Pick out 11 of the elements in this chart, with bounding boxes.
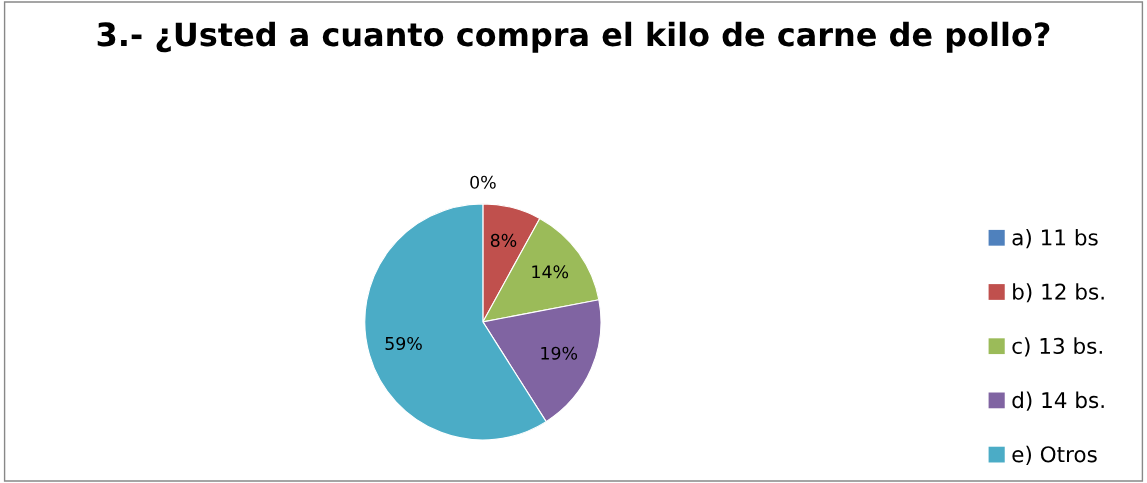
data-label: 19% — [541, 346, 578, 360]
data-label: 59% — [385, 336, 422, 351]
data-label: 14% — [532, 265, 569, 279]
legend-label: c) 13 bs. — [1012, 337, 1102, 357]
data-label: 8% — [490, 233, 517, 247]
legend-label: a) 11 bs — [1012, 228, 1098, 249]
legend-label: e) Otros — [1012, 445, 1097, 465]
chart-title: 3.- ¿Usted a cuanto compra el kilo de carne de pollo? — [97, 21, 1050, 53]
legend-label: b) 12 bs. — [1013, 283, 1104, 303]
legend-label: d) 14 bs. — [1012, 391, 1104, 411]
text: 0% — [470, 175, 496, 189]
